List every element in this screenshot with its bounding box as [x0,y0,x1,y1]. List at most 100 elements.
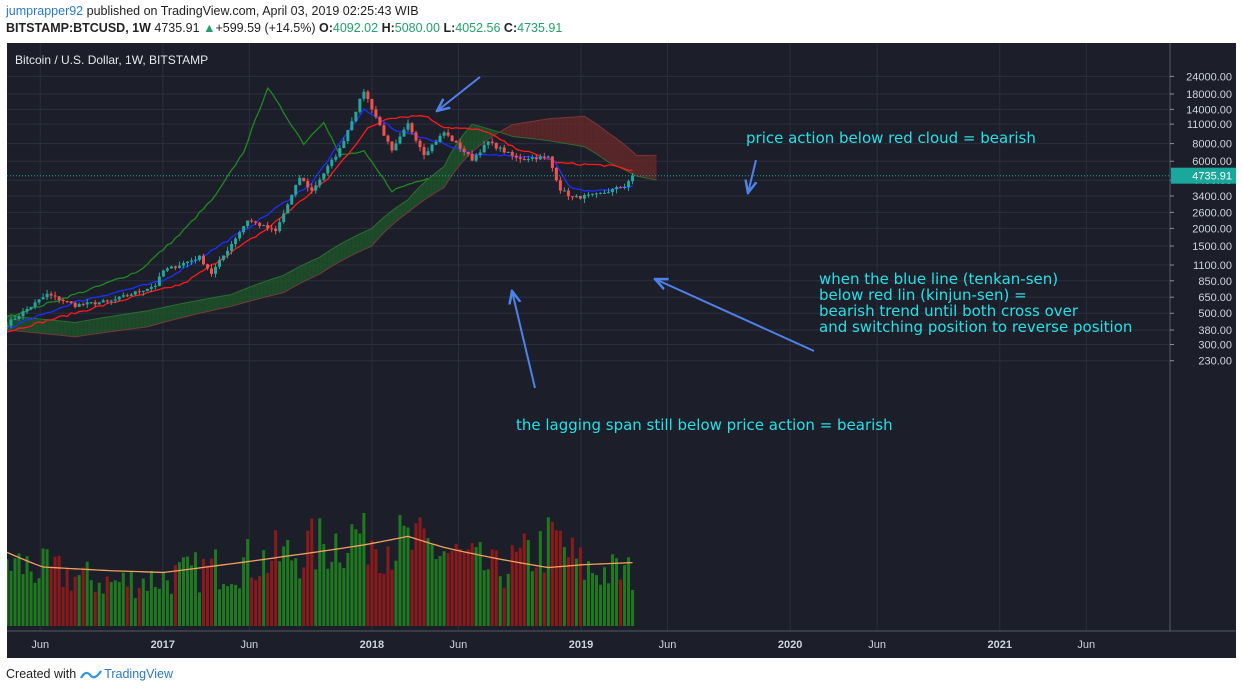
candle-body [109,300,113,302]
close-value: 4735.91 [517,21,563,35]
candle-body [121,295,125,297]
volume-bar [185,556,189,626]
volume-bar [434,559,438,626]
volume-bar [306,530,310,626]
candle-body [302,177,306,182]
candle-body [177,265,181,268]
volume-bar [278,561,282,626]
candle-body [250,220,254,222]
volume-bars [7,513,635,626]
candle-body [482,144,486,153]
cloud-segment [552,118,557,142]
cloud-segment [556,117,561,143]
y-tick-label-10: 1500.00 [1192,241,1232,253]
cloud-segment [516,123,521,138]
volume-bar [238,588,242,626]
x-tick-label-5: 2019 [569,639,593,651]
cloud-segment [512,124,517,137]
candle-body [65,301,69,303]
cloud-segment [55,320,60,336]
cloud-segment [379,217,384,237]
ichimoku-cloud [7,115,657,338]
x-tick-label-1: 2017 [151,639,175,651]
candle-body [278,222,282,232]
volume-bar [13,558,17,626]
volume-bar [534,567,538,626]
cloud-segment [47,319,52,335]
candle-body [378,117,382,126]
volume-bar [189,565,193,626]
cloud-segment [191,300,196,316]
candle-body [562,190,566,192]
volume-ma-line [7,535,633,574]
candle-body [450,135,454,142]
annotation-tk-4: and switching position to reverse positi… [819,318,1132,336]
cloud-segment [584,116,589,150]
cloud-segment [367,228,372,248]
candle-body [145,288,149,291]
candle-body [85,302,89,305]
high-value: 5080.00 [394,21,440,35]
cloud-segment [39,318,44,334]
candle-body [25,309,29,312]
cloud-segment [63,321,68,336]
volume-bar [627,557,631,626]
candle-body [290,194,294,205]
volume-bar [318,518,322,626]
cloud-segment [271,277,276,296]
cloud-segment [127,313,132,330]
cloud-segment [275,276,280,295]
candle-body [282,213,286,223]
axes: 24000.00 18000.00 14000.00 11000.00 8000.00 6… [7,43,1236,651]
author-link[interactable]: jumprapper92 [6,4,84,18]
volume-bar [81,567,85,626]
candle-body [210,268,214,274]
volume-bar [294,558,298,626]
cloud-segment [259,281,264,299]
volume-bar [206,565,209,626]
cloud-segment [600,126,605,160]
cloud-segment [307,260,312,280]
tradingview-brand: TradingView [104,667,173,681]
cloud-segment [135,312,140,329]
cloud-segment [167,305,172,322]
cloud-segment [608,133,613,165]
volume-bar [338,562,342,626]
y-tick-label-1: 18000.00 [1186,89,1232,101]
cloud-segment [355,233,360,254]
cloud-segment [163,306,168,323]
volume-bar [73,576,77,626]
cloud-segment [572,116,577,146]
x-tick-label-4: Jun [450,639,468,651]
candle-body [89,302,93,304]
candle-body [570,196,574,198]
cloud-segment [628,148,633,174]
volume-bar [570,537,574,626]
volume-bar [594,575,598,626]
chart-panel[interactable]: 24000.00 18000.00 14000.00 11000.00 8000.00 6… [7,43,1236,658]
volume-bar [542,572,546,626]
x-tick-label-7: 2020 [778,639,802,651]
volume-bar [342,568,346,626]
cloud-segment [183,302,188,318]
candle-body [354,111,358,122]
candle-body [193,259,197,261]
cloud-segment [27,317,32,333]
volume-bar [161,572,165,626]
tradingview-link[interactable]: TradingView [80,667,173,681]
cloud-segment [347,237,352,258]
cloud-segment [179,303,184,319]
volume-bar [258,576,262,626]
chart-svg[interactable]: 24000.00 18000.00 14000.00 11000.00 8000.00 6… [7,43,1236,658]
candle-body [370,98,374,110]
x-tick-label-10: Jun [1077,639,1095,651]
volume-bar [85,561,89,626]
candle-body [578,195,582,199]
volume-bar [378,572,382,626]
y-tick-label-11: 1100.00 [1193,260,1232,272]
y-tick-label-9: 2000.00 [1192,223,1232,235]
cloud-segment [452,144,457,176]
candle-body [338,148,342,157]
symbol-label: BITSTAMP:BTCUSD, 1W [6,21,151,35]
cloud-segment [219,295,224,309]
